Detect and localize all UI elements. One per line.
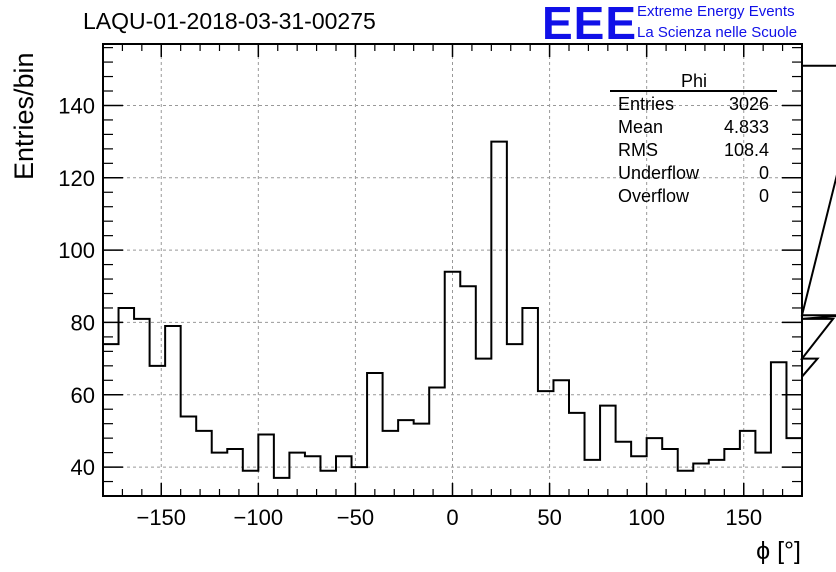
y-tick-label: 60	[71, 383, 95, 408]
x-tick-label: 0	[446, 505, 458, 530]
x-tick-label: 50	[537, 505, 561, 530]
y-tick-label: 140	[58, 93, 95, 118]
stats-name: Phi	[681, 71, 707, 91]
y-tick-label: 80	[71, 310, 95, 335]
x-tick-label: 150	[725, 505, 762, 530]
stats-label: Mean	[618, 117, 663, 137]
y-axis-label: Entries/bin	[9, 52, 39, 180]
eee-logo: EEE	[542, 0, 638, 49]
x-tick-label: −150	[136, 505, 186, 530]
y-tick-label: 100	[58, 238, 95, 263]
x-axis-label: ϕ [°]	[756, 537, 801, 565]
stats-label: Underflow	[618, 163, 700, 183]
stats-value: 4.833	[724, 117, 769, 137]
logo-line-1: Extreme Energy Events	[637, 3, 795, 20]
stats-label: Entries	[618, 94, 674, 114]
stats-box: Phi Entries 3026 Mean 4.833 RMS 108.4 Un…	[610, 71, 777, 206]
x-tick-label: −100	[234, 505, 284, 530]
stats-label: Overflow	[618, 186, 690, 206]
stats-label: RMS	[618, 140, 658, 160]
y-tick-label: 120	[58, 166, 95, 191]
x-tick-label: −50	[337, 505, 374, 530]
stats-value: 108.4	[724, 140, 769, 160]
histogram-series	[103, 64, 836, 479]
axis-tick-labels: −150 −100 −50 0 50 100 150 40 60 80 100 120 140	[58, 93, 762, 530]
y-tick-label: 40	[71, 455, 95, 480]
grid-lines	[103, 44, 802, 496]
x-tick-label: 100	[628, 505, 665, 530]
stats-value: 0	[759, 186, 769, 206]
logo-line-2: La Scienza nelle Scuole	[637, 24, 798, 41]
chart-title: LAQU-01-2018-03-31-00275	[83, 8, 376, 34]
stats-value: 0	[759, 163, 769, 183]
stats-value: 3026	[729, 94, 769, 114]
axis-ticks	[102, 44, 803, 496]
